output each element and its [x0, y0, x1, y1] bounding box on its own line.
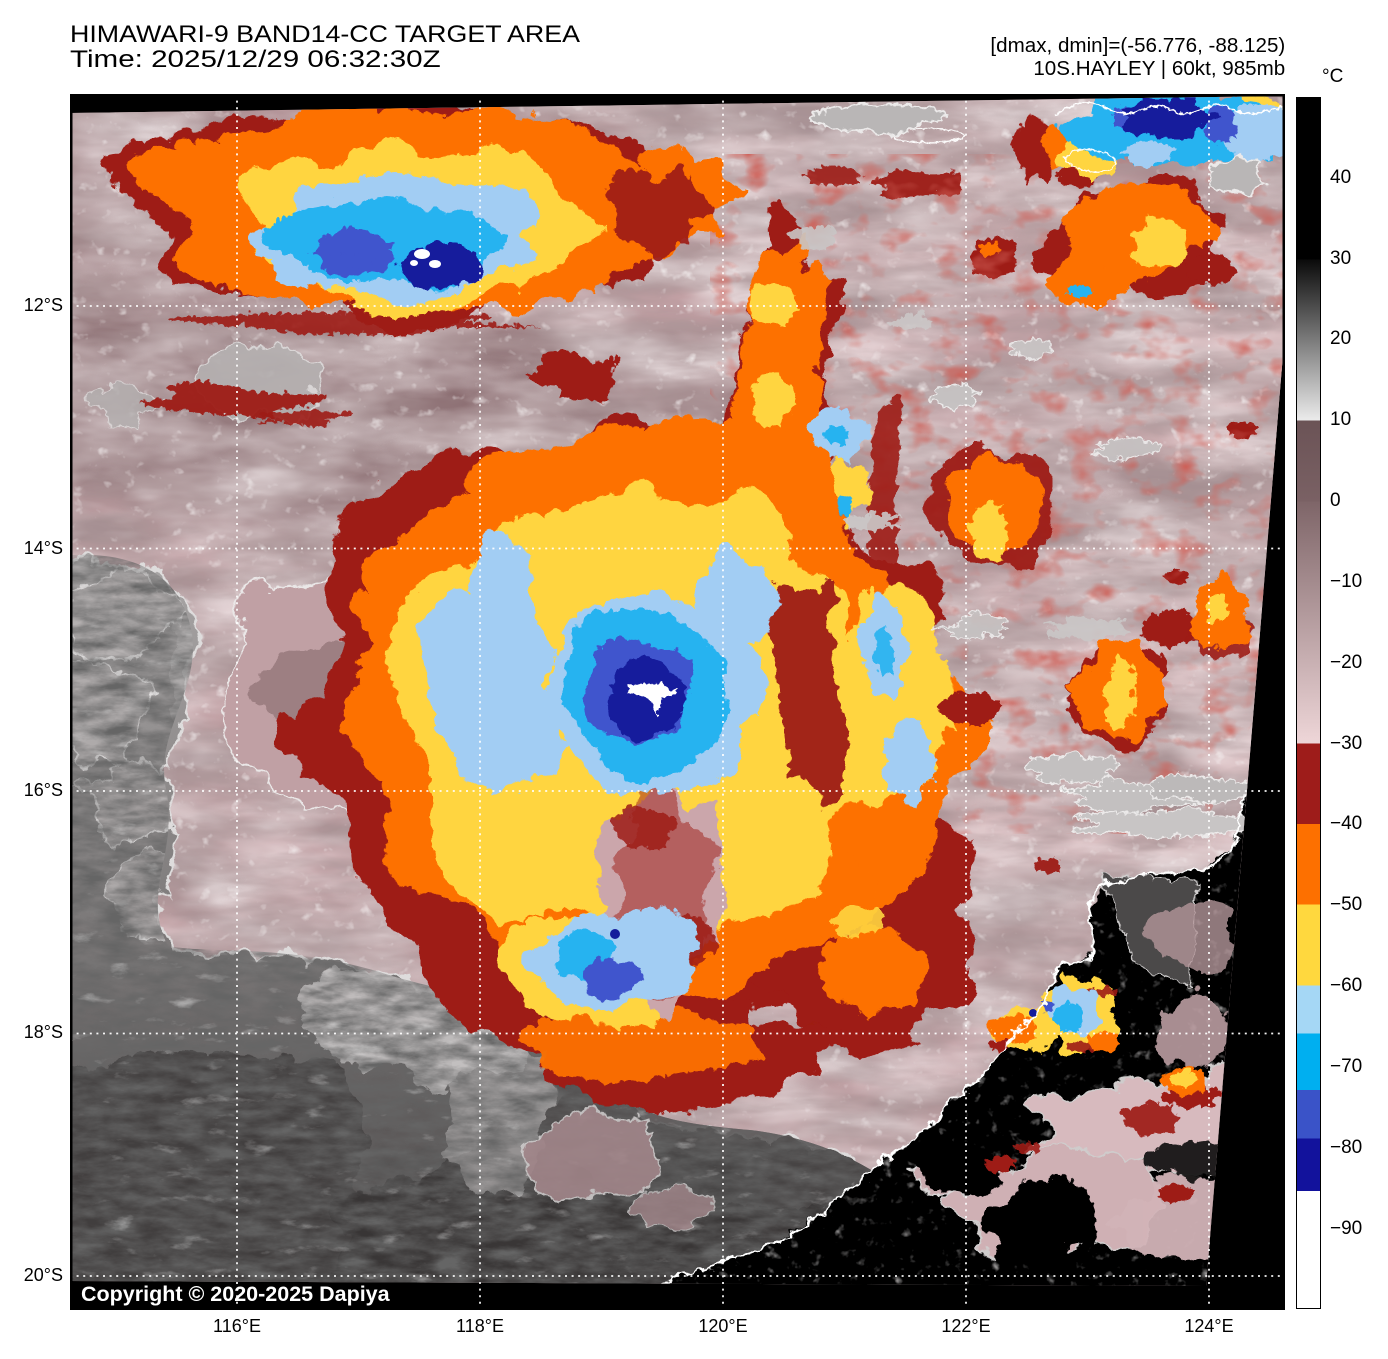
svg-text:Copyright © 2020-2025 Dapiya: Copyright © 2020-2025 Dapiya [81, 1282, 391, 1306]
